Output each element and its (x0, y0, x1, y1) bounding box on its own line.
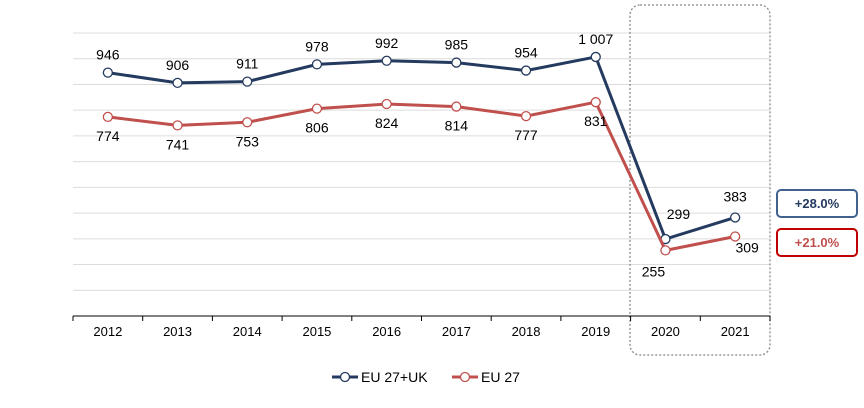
legend-marker-0 (339, 371, 351, 383)
data-point (451, 57, 462, 68)
highlight-box (629, 4, 771, 356)
x-tick-label: 2014 (233, 324, 262, 339)
data-point (381, 55, 392, 66)
data-point (381, 98, 392, 110)
data-label: 992 (375, 35, 399, 51)
data-label: 753 (236, 133, 260, 149)
x-tick-label: 2021 (721, 324, 750, 339)
data-label: 814 (445, 118, 469, 134)
data-label: 255 (642, 263, 666, 279)
data-label: 383 (723, 188, 747, 204)
x-tick-label: 2016 (372, 324, 401, 339)
data-label: 946 (96, 47, 120, 63)
data-point (590, 51, 601, 63)
x-tick-label: 2017 (442, 324, 471, 339)
x-tick-label: 2013 (163, 324, 192, 339)
data-point (590, 97, 601, 108)
data-point (242, 76, 253, 87)
x-tick-label: 2012 (93, 324, 122, 339)
data-point (730, 231, 741, 242)
legend-marker-1 (459, 371, 471, 383)
data-point (730, 212, 741, 223)
data-label: 1 007 (578, 31, 613, 47)
data-point (520, 65, 532, 76)
data-point (311, 59, 323, 70)
data-point (660, 245, 671, 256)
data-label: 906 (166, 57, 190, 73)
data-point (311, 103, 323, 114)
data-label: 774 (96, 128, 120, 144)
x-tick-label: 2015 (302, 324, 331, 339)
data-label: 954 (514, 45, 538, 61)
data-point (520, 110, 532, 122)
data-label: 777 (514, 127, 538, 143)
data-point (451, 101, 462, 112)
data-label: 299 (667, 206, 691, 222)
series-line-1 (107, 100, 736, 253)
data-label: 911 (236, 56, 259, 72)
badge-eu27uk-change: +28.0% (776, 189, 858, 218)
data-point (242, 117, 253, 128)
data-point (102, 67, 113, 78)
x-tick-label: 2019 (581, 324, 610, 339)
data-label: 824 (375, 115, 399, 131)
data-label: 831 (584, 113, 608, 129)
data-label: 309 (735, 240, 759, 256)
badge-eu27-change: +21.0% (776, 228, 858, 257)
data-point (102, 111, 113, 123)
data-label: 978 (305, 38, 329, 54)
data-label: 741 (166, 136, 190, 152)
legend-label: EU 27+UK (361, 369, 428, 385)
x-tick-label: 2018 (512, 324, 541, 339)
data-label: 985 (445, 37, 469, 53)
x-tick-label: 2020 (651, 324, 680, 339)
legend-label: EU 27 (481, 369, 520, 385)
data-point (172, 77, 183, 89)
data-label: 806 (305, 120, 329, 136)
series-line-0 (107, 55, 736, 241)
data-point (172, 120, 183, 131)
